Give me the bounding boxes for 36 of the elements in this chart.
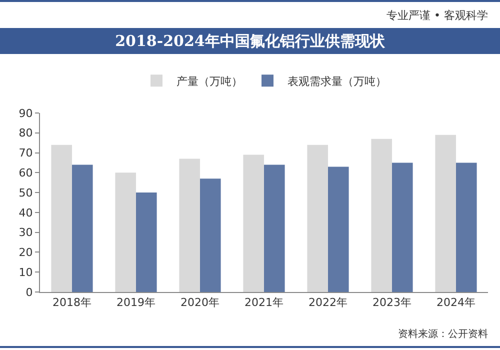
bar: [115, 172, 136, 292]
bar: [243, 154, 264, 292]
y-tick-label: 10: [18, 266, 33, 279]
x-tick-label: 2022年: [308, 296, 348, 310]
bar: [264, 164, 285, 292]
bar: [328, 166, 349, 292]
y-tick-label: 0: [26, 286, 33, 299]
bar: [136, 192, 157, 292]
bar: [371, 138, 392, 292]
x-tick-label: 2020年: [180, 296, 220, 310]
bar: [179, 158, 200, 292]
y-tick-label: 20: [18, 246, 33, 260]
bar: [72, 164, 93, 292]
bar: [435, 134, 456, 292]
x-tick-label: 2018年: [52, 296, 92, 310]
y-tick-label: 50: [18, 186, 33, 200]
bar: [51, 144, 72, 292]
legend-label: 产量（万吨）: [176, 74, 242, 88]
bar: [392, 162, 413, 292]
bar: [200, 178, 221, 292]
y-tick-label: 70: [18, 146, 33, 160]
y-tick-label: 60: [18, 166, 33, 180]
y-tick-label: 80: [18, 126, 33, 140]
bar: [456, 162, 477, 292]
text: 专业严谨 • 客观科学: [386, 8, 488, 23]
legend-label: 表观需求量（万吨）: [288, 74, 386, 88]
y-tick-label: 90: [18, 106, 33, 120]
text: 资料来源：公开资料: [398, 328, 488, 341]
y-tick-label: 30: [18, 226, 33, 240]
y-tick-label: 40: [18, 206, 33, 220]
x-tick-label: 2024年: [436, 296, 476, 310]
chart-title: 2018-2024年中国氟化铝行业供需现状: [0, 28, 500, 54]
bar: [307, 144, 328, 292]
x-tick-label: 2023年: [372, 296, 412, 310]
x-tick-label: 2021年: [244, 296, 284, 310]
x-tick-label: 2019年: [116, 296, 156, 310]
